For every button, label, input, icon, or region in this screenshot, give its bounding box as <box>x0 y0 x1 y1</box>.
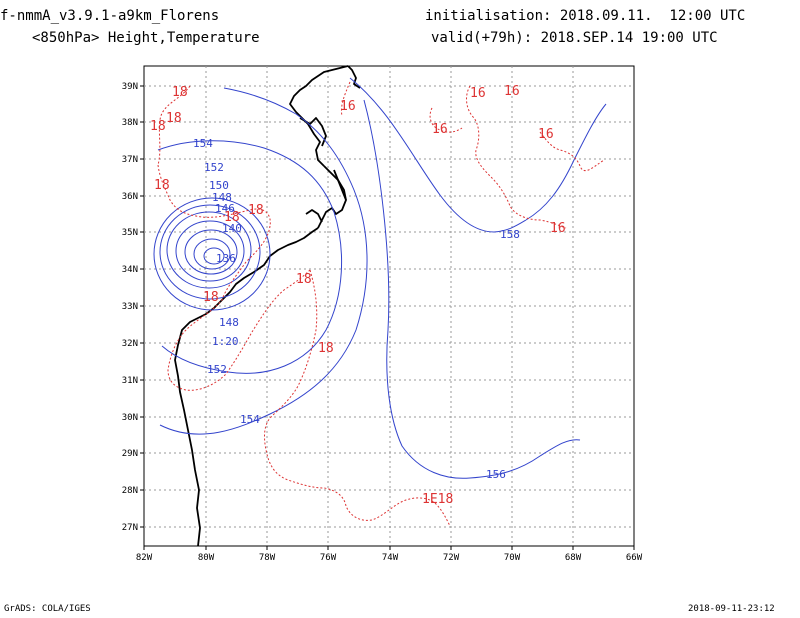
lat-label: 34N <box>122 265 138 275</box>
lat-label: 33N <box>122 302 138 312</box>
temp-label: 16 <box>538 127 554 142</box>
footer-credit: GrADS: COLA/IGES <box>4 604 91 614</box>
valid-time: valid(+79h): 2018.SEP.14 19:00 UTC <box>431 30 718 46</box>
temp-label: 18 <box>296 272 312 287</box>
height-label: 150 <box>209 179 229 192</box>
lon-label: 78W <box>259 553 276 563</box>
temp-label: 18 <box>166 111 182 126</box>
lat-label: 31N <box>122 376 138 386</box>
height-label: 1:20 <box>212 335 239 348</box>
lat-label: 30N <box>122 413 138 423</box>
field-title: <850hPa> Height,Temperature <box>32 30 260 46</box>
lon-label: 82W <box>136 553 153 563</box>
height-label: 158 <box>500 228 520 241</box>
temp-label: 16 <box>340 99 356 114</box>
temp-label: 16 <box>470 86 486 101</box>
height-label: 154 <box>240 413 260 426</box>
height-label: 146 <box>215 202 235 215</box>
height-label: 152 <box>207 363 227 376</box>
temp-label: 18 <box>248 203 264 218</box>
temp-label: 18 <box>224 210 240 225</box>
lon-label: 68W <box>565 553 582 563</box>
temp-label: 18 <box>150 119 166 134</box>
temp-label: 18 <box>172 85 188 100</box>
lat-label: 32N <box>122 339 138 349</box>
temp-label: 16 <box>504 84 520 99</box>
height-label: 154 <box>193 137 213 150</box>
init-time: initialisation: 2018.09.11. 12:00 UTC <box>425 8 746 24</box>
height-label: 152 <box>204 161 224 174</box>
lon-label: 74W <box>382 553 399 563</box>
lat-label: 38N <box>122 118 138 128</box>
height-labels: 154 152 150 148 146 140 136 148 1:20 152… <box>193 137 520 481</box>
temp-label: 18 <box>203 290 219 305</box>
temp-labels: 18 18 18 18 16 16 16 16 16 18 18 18 18 1… <box>150 84 566 507</box>
lon-label: 66W <box>626 553 643 563</box>
footer-timestamp: 2018-09-11-23:12 <box>688 604 775 614</box>
temp-label: 16 <box>550 221 566 236</box>
ticks <box>140 85 635 550</box>
lon-labels: 82W 80W 78W 76W 74W 72W 70W 68W 66W <box>136 553 643 563</box>
temp-label: 18 <box>318 341 334 356</box>
temp-label: 16 <box>432 122 448 137</box>
grid <box>144 66 634 546</box>
lat-label: 28N <box>122 486 138 496</box>
lon-label: 70W <box>504 553 521 563</box>
height-label: 140 <box>222 222 242 235</box>
height-label: 148 <box>212 191 232 204</box>
height-label: 156 <box>486 468 506 481</box>
temp-label: 18 <box>154 178 170 193</box>
lat-label: 39N <box>122 82 138 92</box>
height-label: 148 <box>219 316 239 329</box>
lon-label: 76W <box>320 553 337 563</box>
temp-label: 1E18 <box>422 492 453 507</box>
temperature-contours <box>157 81 605 527</box>
lat-label: 29N <box>122 449 138 459</box>
lat-label: 37N <box>122 155 138 165</box>
height-label: 136 <box>216 252 236 265</box>
model-title: f-nmmA_v3.9.1-a9km_Florens <box>0 8 220 24</box>
lat-labels: 39N 38N 37N 36N 35N 34N 33N 32N 31N 30N … <box>122 82 138 533</box>
lat-label: 36N <box>122 192 138 202</box>
lon-label: 80W <box>198 553 215 563</box>
lat-label: 35N <box>122 228 138 238</box>
lon-label: 72W <box>443 553 460 563</box>
lat-label: 27N <box>122 523 138 533</box>
